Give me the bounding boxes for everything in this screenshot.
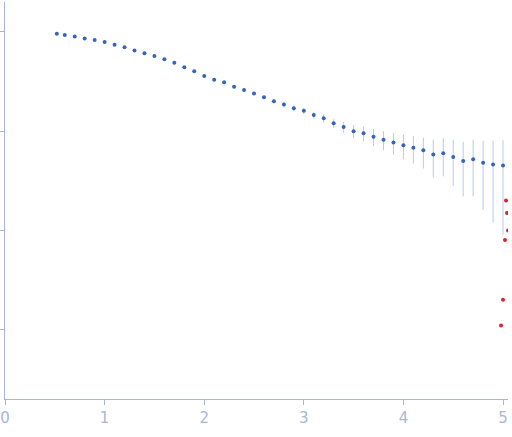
svg-text:3: 3 bbox=[299, 409, 309, 427]
svg-text:4: 4 bbox=[399, 409, 409, 427]
svg-text:2: 2 bbox=[199, 409, 209, 427]
svg-text:5: 5 bbox=[498, 409, 508, 427]
svg-text:1: 1 bbox=[100, 409, 110, 427]
svg-text:0: 0 bbox=[0, 409, 10, 427]
